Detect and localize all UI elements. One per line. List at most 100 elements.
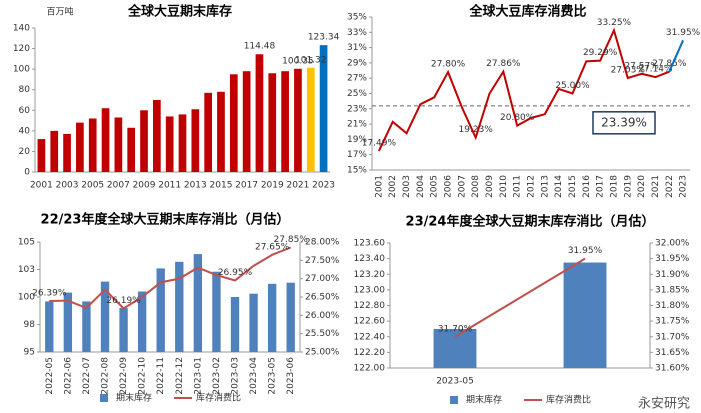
value-label: 19.23% bbox=[459, 125, 494, 135]
watermark: 永安研究 bbox=[638, 397, 690, 412]
x-tick-label: 2022 bbox=[665, 175, 675, 198]
x-tick-label: 2015 bbox=[210, 181, 233, 191]
bar bbox=[101, 108, 110, 172]
x-tick-label: 2004 bbox=[416, 175, 426, 198]
y2-tick-label: 31.90% bbox=[655, 270, 690, 280]
x-tick-label: 2022-11 bbox=[156, 357, 166, 395]
x-tick-label: 2021 bbox=[651, 175, 661, 198]
bar bbox=[204, 92, 212, 172]
value-label: 27.03% bbox=[611, 65, 646, 75]
line bbox=[378, 27, 670, 152]
line bbox=[49, 246, 292, 310]
value-label: 29.29% bbox=[583, 48, 618, 58]
y-tick-label: 105 bbox=[18, 238, 35, 248]
value-label: 27.85% bbox=[652, 59, 687, 69]
bar bbox=[255, 54, 264, 172]
x-tick-label: 2022-10 bbox=[138, 357, 148, 395]
x-tick-label: 2014 bbox=[554, 175, 564, 198]
x-tick-label: 2023-04 bbox=[249, 357, 259, 395]
bar bbox=[433, 328, 477, 368]
x-tick-label: 2003 bbox=[402, 175, 412, 198]
value-label: 20.80% bbox=[500, 113, 535, 123]
x-tick-label: 2008 bbox=[471, 175, 481, 198]
bar bbox=[50, 130, 59, 172]
chart-title: 全球大豆库存消费比 bbox=[468, 4, 586, 20]
y-tick-label: 23% bbox=[347, 104, 367, 114]
line bbox=[668, 39, 685, 73]
x-tick-label: 2023-06 bbox=[286, 357, 296, 395]
y-tick-label: 122.20 bbox=[354, 348, 386, 358]
y2-tick-label: 26.00% bbox=[305, 311, 340, 321]
y2-tick-label: 31.75% bbox=[655, 317, 690, 327]
y-tick-label: 98 bbox=[24, 320, 36, 330]
bar bbox=[319, 45, 328, 172]
value-label: 26.19% bbox=[106, 296, 141, 306]
value-label: 26.39% bbox=[32, 289, 67, 299]
value-label: 27.14% bbox=[638, 65, 673, 75]
legend-label: 库存消费比 bbox=[196, 392, 241, 404]
y-tick-label: 123.60 bbox=[354, 239, 386, 249]
y-tick-label: 123.20 bbox=[354, 270, 386, 280]
x-tick-label: 2011 bbox=[158, 181, 181, 191]
y-tick-label: 100 bbox=[18, 293, 35, 303]
bar bbox=[178, 114, 187, 172]
bar bbox=[268, 73, 277, 172]
x-tick-label: 2022-06 bbox=[63, 357, 73, 395]
y-tick-label: 19% bbox=[347, 135, 367, 145]
x-tick-label: 2017 bbox=[596, 175, 606, 198]
x-tick-label: 2003 bbox=[56, 181, 79, 191]
bar bbox=[294, 68, 302, 172]
bar bbox=[191, 109, 200, 172]
x-tick-label: 2009 bbox=[133, 181, 156, 191]
y2-tick-label: 26.50% bbox=[305, 293, 340, 303]
y-tick-label: 0 bbox=[24, 168, 30, 178]
value-label: 17.49% bbox=[362, 138, 397, 148]
value-label: 100.35 bbox=[282, 56, 314, 66]
bar bbox=[193, 254, 203, 352]
y-tick-label: 17% bbox=[347, 150, 367, 160]
y-tick-label: 140 bbox=[13, 24, 30, 34]
bar bbox=[230, 297, 240, 352]
x-tick-label: 2022-12 bbox=[175, 357, 185, 395]
y2-tick-label: 28.00% bbox=[305, 238, 340, 248]
bar bbox=[242, 71, 251, 172]
y-tick-label: 33% bbox=[347, 28, 367, 38]
y-tick-label: 123.40 bbox=[354, 254, 386, 264]
bar bbox=[267, 283, 277, 352]
x-tick-label: 2001 bbox=[30, 181, 53, 191]
bar bbox=[137, 291, 147, 352]
x-tick-label: 2021 bbox=[286, 181, 309, 191]
y2-tick-label: 25.00% bbox=[305, 348, 340, 358]
x-tick-label: 2019 bbox=[623, 175, 633, 198]
y-tick-label: 25% bbox=[347, 89, 367, 99]
x-tick-label: 2023-05 bbox=[268, 357, 278, 395]
legend-label: 库存消费比 bbox=[546, 394, 591, 406]
y2-tick-label: 31.60% bbox=[655, 364, 690, 374]
bar bbox=[286, 282, 295, 352]
line bbox=[454, 257, 586, 338]
bar bbox=[127, 127, 136, 172]
x-tick-label: 2022-08 bbox=[101, 357, 111, 395]
value-label: 114.48 bbox=[244, 42, 276, 52]
x-tick-label: 2001 bbox=[374, 175, 384, 198]
bar bbox=[100, 281, 110, 352]
bar bbox=[175, 261, 184, 352]
x-tick-label: 2023 bbox=[312, 181, 335, 191]
bar bbox=[140, 110, 148, 172]
bar bbox=[119, 308, 128, 352]
legend-swatch bbox=[100, 394, 108, 402]
bar bbox=[156, 268, 165, 352]
bar bbox=[306, 67, 315, 172]
bar bbox=[249, 293, 258, 352]
bar bbox=[63, 133, 71, 172]
value-label: 123.34 bbox=[308, 33, 340, 43]
x-tick-label: 2006 bbox=[444, 175, 454, 198]
x-tick-label: 2017 bbox=[235, 181, 258, 191]
value-label: 27.80% bbox=[431, 60, 466, 70]
bar bbox=[82, 301, 91, 352]
value-label: 31.70% bbox=[438, 324, 473, 334]
bar bbox=[563, 262, 607, 368]
y2-tick-label: 32.00% bbox=[655, 239, 690, 249]
y-tick-label: 80 bbox=[19, 85, 31, 95]
